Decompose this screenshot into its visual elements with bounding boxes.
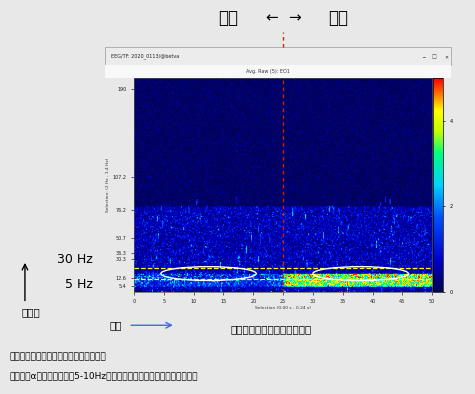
Y-axis label: Selection: (2 Hz - 1.4 Hz): Selection: (2 Hz - 1.4 Hz) <box>106 158 110 212</box>
Text: Avg. Raw (5): EO1: Avg. Raw (5): EO1 <box>246 69 289 74</box>
Text: ─: ─ <box>422 54 425 59</box>
Text: ✕: ✕ <box>444 54 448 59</box>
Text: 周波数: 周波数 <box>21 307 40 317</box>
Text: □: □ <box>432 54 436 59</box>
Text: 縦の赤点線のタイミングで閉眼を実施。: 縦の赤点線のタイミングで閉眼を実施。 <box>10 352 106 361</box>
Text: EEG/TF: 2020_0113/@betva: EEG/TF: 2020_0113/@betva <box>112 54 180 59</box>
Text: 閉眼後にα波の領域である5-10Hz（黄点線間）で信号強度が増えている: 閉眼後にα波の領域である5-10Hz（黄点線間）で信号強度が増えている <box>10 372 198 381</box>
Text: 5 Hz: 5 Hz <box>65 278 93 291</box>
Text: 時間: 時間 <box>109 320 122 330</box>
X-axis label: Selection (0.00 s - 0.24 s): Selection (0.00 s - 0.24 s) <box>255 307 311 310</box>
Bar <box>104 65 451 78</box>
Text: →: → <box>289 10 301 25</box>
Bar <box>104 47 451 65</box>
Text: 開眼: 開眼 <box>218 9 238 27</box>
Text: ←: ← <box>265 10 277 25</box>
Text: 開閉眼実施の時間周波数分析: 開閉眼実施の時間周波数分析 <box>230 324 312 334</box>
Text: 30 Hz: 30 Hz <box>57 253 93 266</box>
Text: 閉眼: 閉眼 <box>328 9 348 27</box>
